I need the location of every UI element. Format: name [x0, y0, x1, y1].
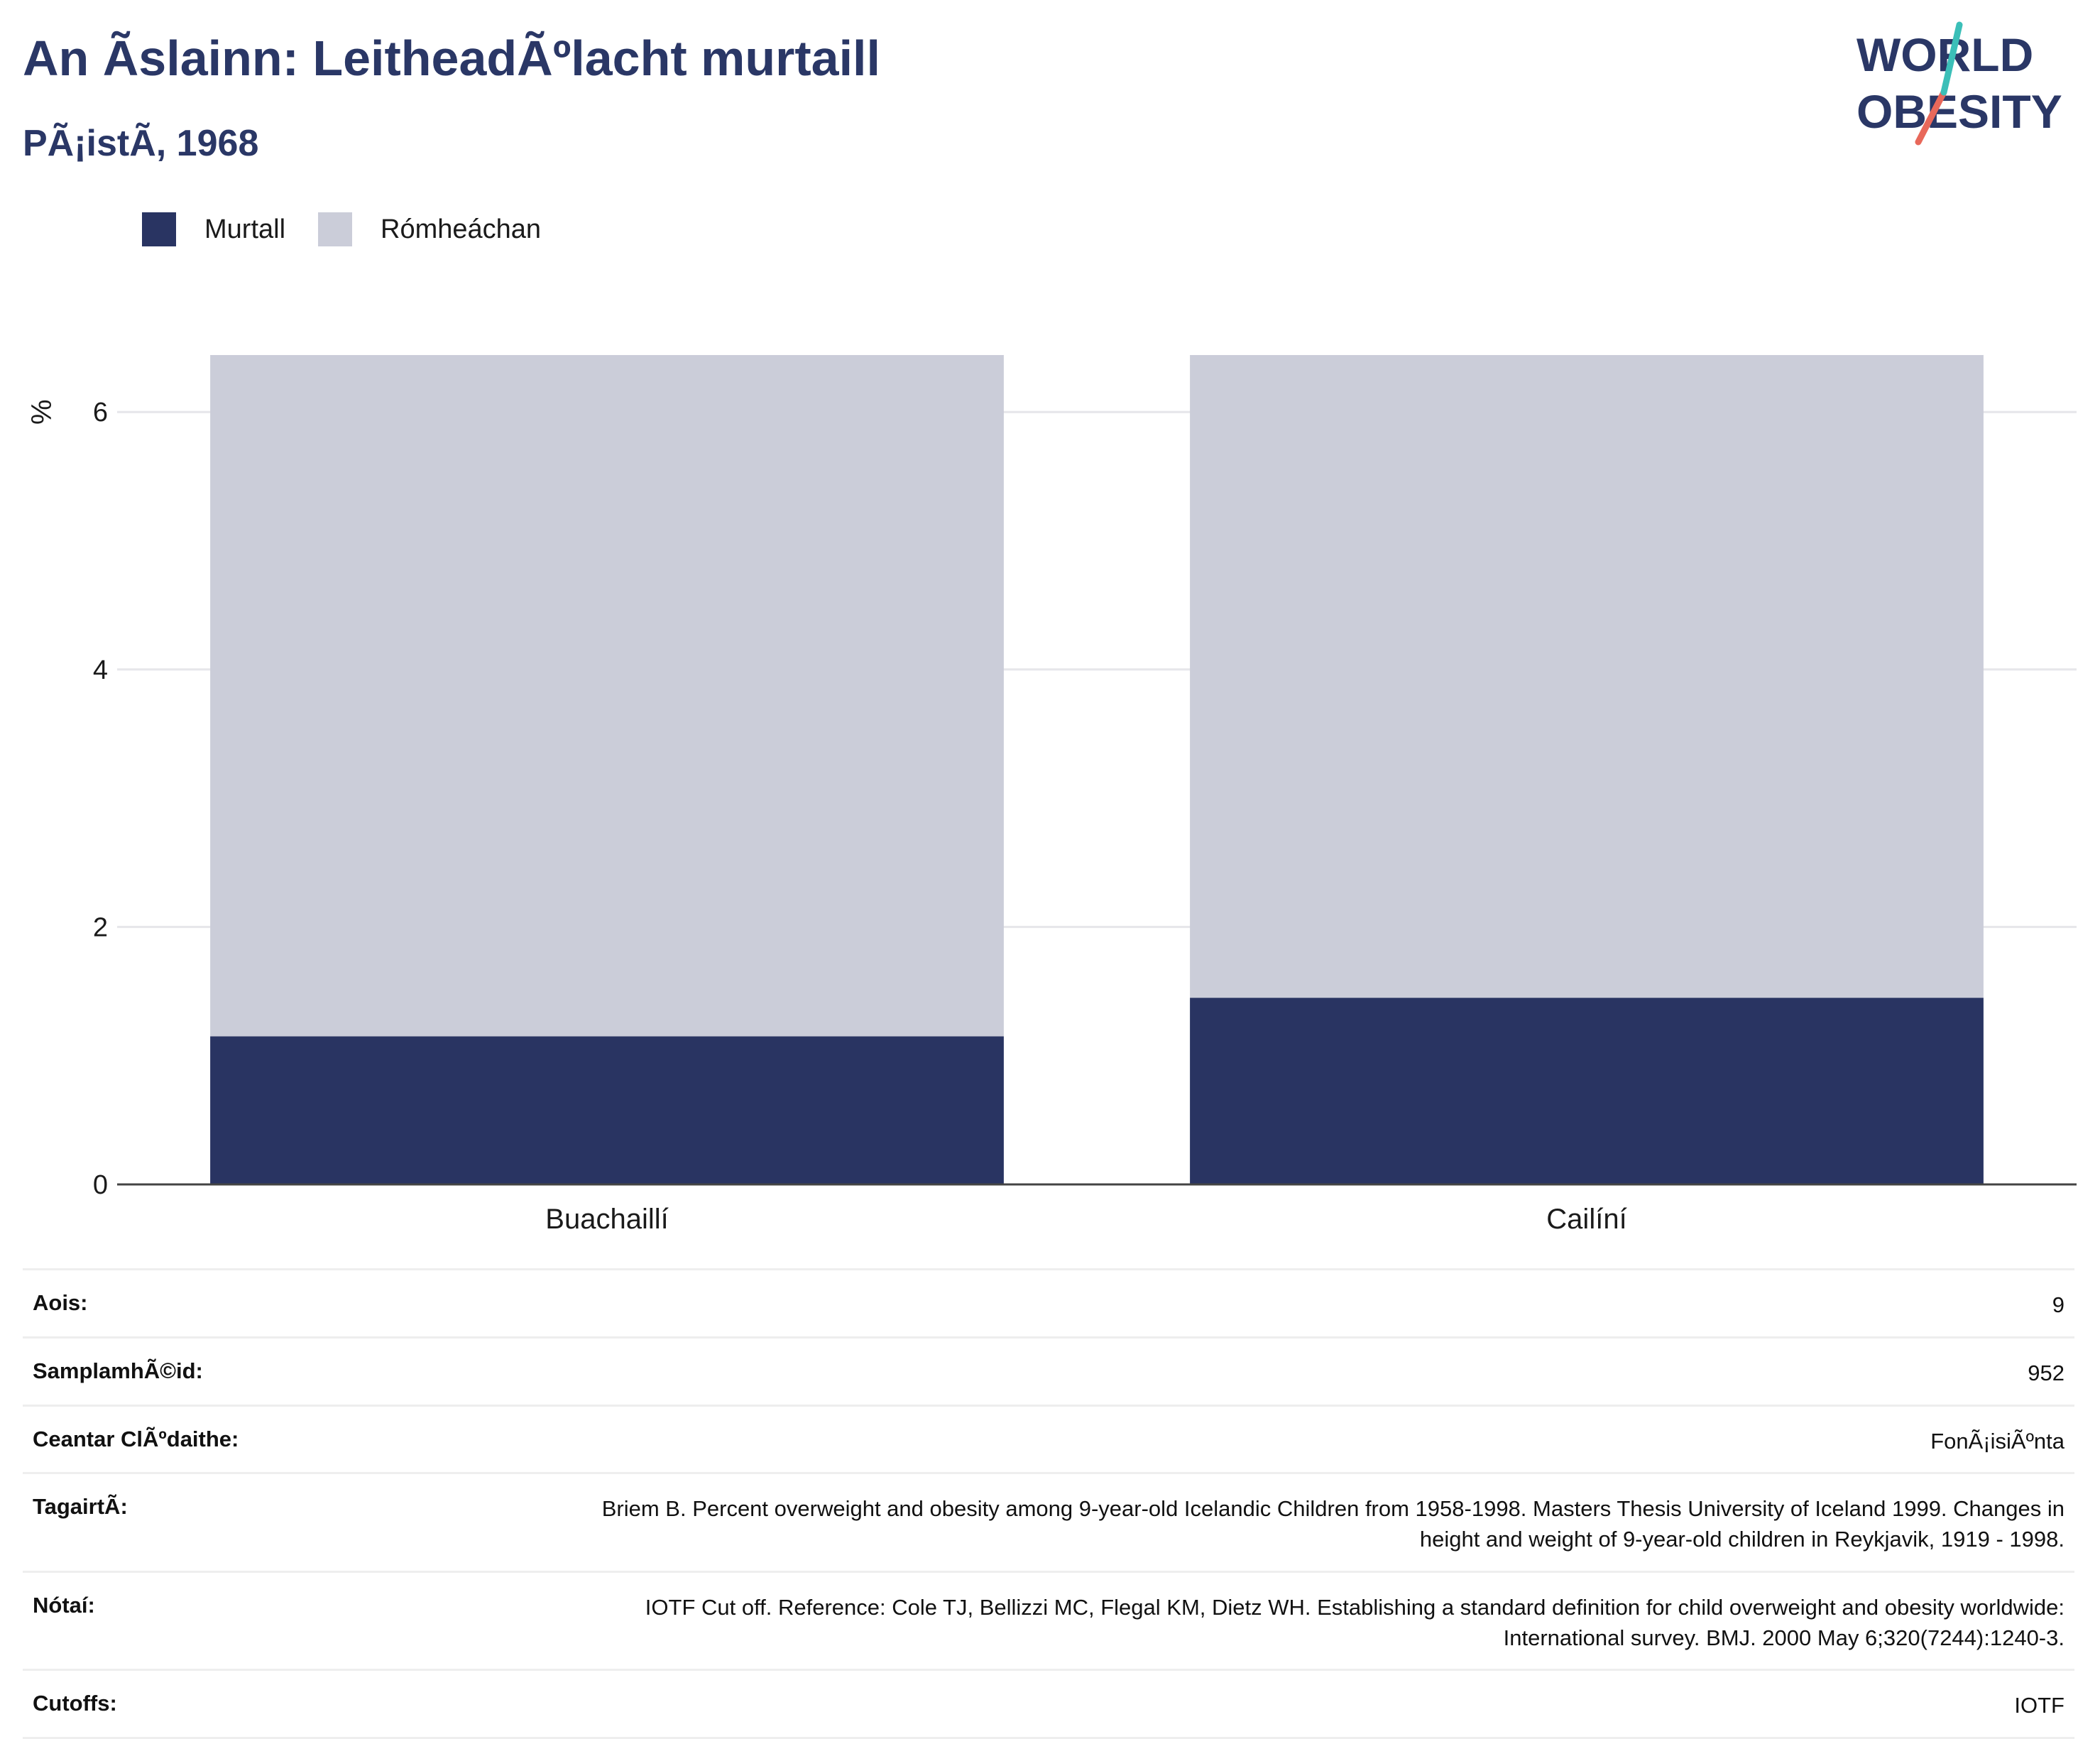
meta-label-notes: Nótaí:: [33, 1592, 95, 1618]
meta-value-notes: IOTF Cut off. Reference: Cole TJ, Belliz…: [645, 1594, 2065, 1650]
meta-value-sample-size: 952: [2028, 1360, 2065, 1385]
chart-legend: Murtall Rómheáchan: [142, 212, 574, 247]
bar-rómheáchan: [1190, 355, 1984, 998]
meta-value-coverage: FonÃ¡isiÃºnta: [1930, 1428, 2065, 1454]
x-tick-label: Cailíní: [1546, 1204, 1626, 1235]
meta-row-age: Aois: 9: [23, 1270, 2074, 1339]
y-tick-label: 6: [93, 398, 108, 427]
meta-value-cutoffs: IOTF: [2014, 1693, 2065, 1718]
y-tick-label: 2: [93, 912, 108, 942]
meta-value-reference: Briem B. Percent overweight and obesity …: [601, 1496, 2065, 1552]
y-tick-label: 0: [93, 1170, 108, 1200]
world-obesity-logo: WORLD OBESITY: [1856, 21, 2062, 146]
x-tick-label: Buachaillí: [545, 1204, 668, 1235]
bar-rómheáchan: [210, 355, 1004, 1037]
meta-label-sample-size: SamplamhÃ©id:: [33, 1358, 203, 1383]
legend-swatch-obesity: [142, 212, 176, 246]
legend-item-overweight[interactable]: Rómheáchan: [318, 212, 541, 246]
chart-title: An Ãslainn: LeitheadÃºlacht murtaill: [23, 31, 880, 86]
meta-label-reference: TagairtÃ:: [33, 1494, 128, 1520]
y-tick-label: 4: [93, 655, 108, 685]
chart-subtitle: PÃ¡istÃ, 1968: [23, 123, 259, 164]
legend-label-overweight: Rómheáchan: [381, 214, 542, 244]
meta-row-sample-size: SamplamhÃ©id: 952: [23, 1339, 2074, 1407]
legend-swatch-overweight: [318, 212, 353, 246]
meta-row-notes: Nótaí: IOTF Cut off. Reference: Cole TJ,…: [23, 1573, 2074, 1672]
meta-row-reference: TagairtÃ: Briem B. Percent overweight an…: [23, 1474, 2074, 1573]
legend-item-obesity[interactable]: Murtall: [142, 212, 285, 246]
metadata-table: Aois: 9 SamplamhÃ©id: 952 Ceantar ClÃºda…: [23, 1268, 2074, 1739]
meta-row-cutoffs: Cutoffs: IOTF: [23, 1671, 2074, 1739]
svg-text:OBESITY: OBESITY: [1856, 85, 2062, 138]
meta-row-coverage: Ceantar ClÃºdaithe: FonÃ¡isiÃºnta: [23, 1407, 2074, 1475]
meta-value-age: 9: [2052, 1292, 2065, 1317]
meta-label-coverage: Ceantar ClÃºdaithe:: [33, 1426, 239, 1451]
bar-murtall: [1190, 998, 1984, 1184]
legend-label-obesity: Murtall: [204, 214, 286, 244]
bar-murtall: [210, 1036, 1004, 1184]
meta-label-cutoffs: Cutoffs:: [33, 1691, 117, 1716]
meta-label-age: Aois:: [33, 1290, 88, 1315]
y-axis-label: %: [26, 399, 58, 425]
svg-text:WORLD: WORLD: [1856, 28, 2033, 81]
